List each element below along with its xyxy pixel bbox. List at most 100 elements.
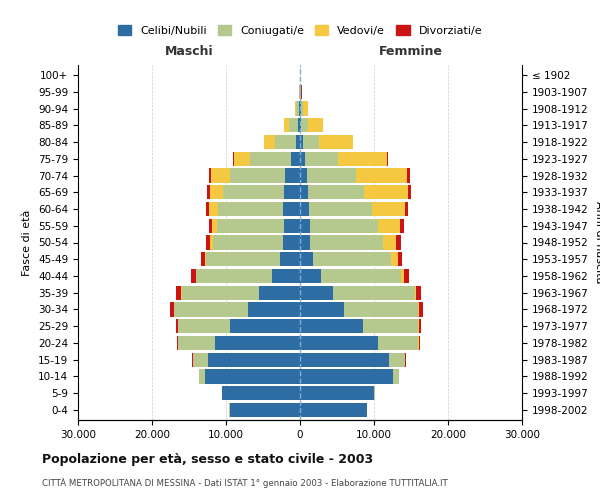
Bar (300, 352, 389, 367)
Bar (218, 202, 283, 216)
Bar (191, 269, 196, 283)
Bar (300, 302, 344, 316)
Bar (211, 168, 230, 182)
Text: CITTÀ METROPOLITANA DI MESSINA - Dati ISTAT 1° gennaio 2003 - Elaborazione TUTTI: CITTÀ METROPOLITANA DI MESSINA - Dati IS… (42, 478, 448, 488)
Bar (174, 302, 248, 316)
Bar (230, 168, 285, 182)
Text: Popolazione per età, sesso e stato civile - 2003: Popolazione per età, sesso e stato civil… (42, 452, 373, 466)
Bar (300, 269, 321, 283)
Bar (217, 218, 284, 233)
Bar (176, 286, 181, 300)
Bar (233, 152, 234, 166)
Bar (284, 118, 289, 132)
Bar (250, 152, 291, 166)
Bar (300, 370, 392, 384)
Bar (291, 152, 300, 166)
Bar (300, 202, 309, 216)
Bar (206, 252, 280, 266)
Bar (259, 286, 300, 300)
Bar (308, 118, 323, 132)
Bar (283, 236, 300, 250)
Bar (405, 202, 409, 216)
Bar (196, 269, 272, 283)
Bar (210, 236, 212, 250)
Bar (363, 319, 418, 334)
Bar (206, 236, 210, 250)
Bar (212, 236, 283, 250)
Bar (300, 336, 378, 350)
Bar (207, 185, 210, 200)
Bar (319, 135, 353, 149)
Bar (283, 202, 300, 216)
Bar (378, 336, 418, 350)
Bar (378, 218, 400, 233)
Bar (400, 218, 404, 233)
Bar (307, 168, 355, 182)
Bar (215, 336, 300, 350)
Bar (300, 135, 303, 149)
Bar (212, 218, 217, 233)
Bar (396, 236, 401, 250)
Bar (209, 218, 212, 233)
Bar (374, 386, 375, 400)
Bar (404, 269, 409, 283)
Bar (205, 370, 300, 384)
Bar (334, 286, 415, 300)
Y-axis label: Fasce di età: Fasce di età (22, 210, 32, 276)
Bar (296, 102, 299, 116)
Bar (416, 286, 421, 300)
Bar (208, 352, 300, 367)
Bar (248, 302, 300, 316)
Bar (206, 202, 209, 216)
Bar (398, 252, 403, 266)
Bar (275, 135, 296, 149)
Bar (304, 102, 308, 116)
Bar (300, 185, 308, 200)
Bar (389, 352, 405, 367)
Bar (285, 168, 300, 182)
Bar (221, 386, 223, 400)
Bar (284, 218, 300, 233)
Bar (295, 102, 296, 116)
Bar (401, 269, 404, 283)
Bar (300, 252, 313, 266)
Bar (298, 118, 300, 132)
Bar (199, 370, 205, 384)
Legend: Celibi/Nubili, Coniugati/e, Vedovi/e, Divorziati/e: Celibi/Nubili, Coniugati/e, Vedovi/e, Di… (113, 21, 487, 40)
Text: Maschi: Maschi (164, 45, 214, 58)
Bar (170, 302, 174, 316)
Bar (193, 352, 208, 367)
Bar (300, 102, 301, 116)
Bar (308, 185, 364, 200)
Bar (383, 236, 396, 250)
Bar (223, 185, 284, 200)
Bar (300, 286, 334, 300)
Bar (176, 319, 178, 334)
Bar (338, 152, 386, 166)
Bar (299, 102, 300, 116)
Bar (391, 252, 398, 266)
Bar (309, 202, 372, 216)
Bar (296, 135, 300, 149)
Bar (300, 403, 367, 417)
Bar (272, 269, 300, 283)
Bar (344, 302, 418, 316)
Bar (264, 135, 265, 149)
Bar (313, 252, 391, 266)
Bar (300, 118, 301, 132)
Bar (407, 168, 410, 182)
Bar (223, 386, 300, 400)
Bar (230, 319, 300, 334)
Bar (209, 168, 211, 182)
Bar (321, 269, 401, 283)
Bar (230, 403, 300, 417)
Bar (386, 152, 388, 166)
Y-axis label: Anni di nascita: Anni di nascita (594, 201, 600, 284)
Bar (265, 135, 275, 149)
Bar (310, 218, 378, 233)
Bar (300, 236, 310, 250)
Bar (303, 135, 319, 149)
Bar (182, 286, 259, 300)
Bar (178, 336, 215, 350)
Bar (284, 185, 300, 200)
